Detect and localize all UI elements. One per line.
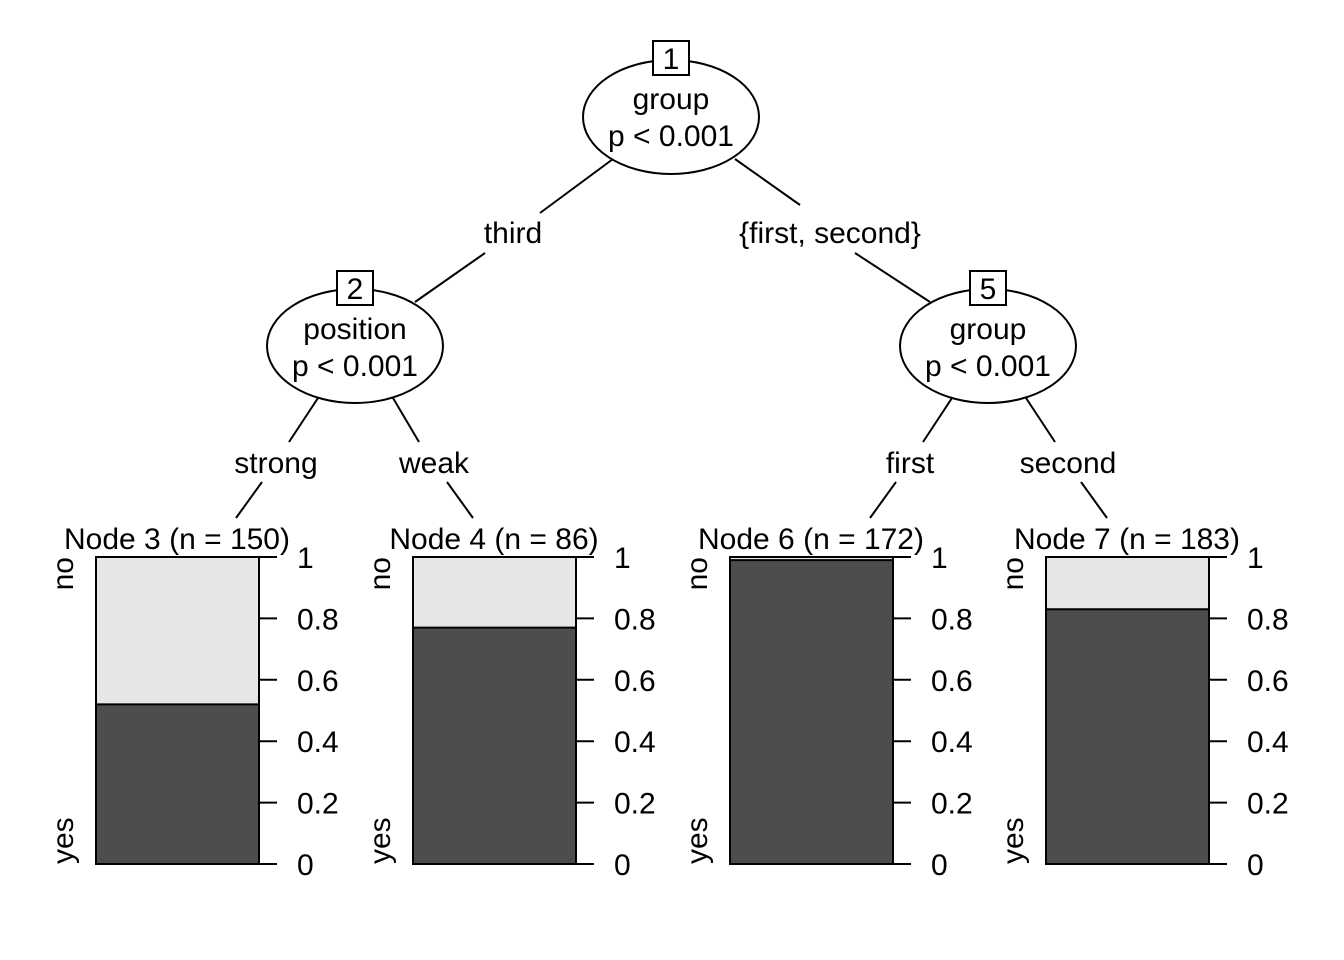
- node-id: 5: [980, 273, 997, 306]
- edge-label-weak: weak: [398, 447, 470, 480]
- y-axis-tick-label: 0: [614, 849, 631, 882]
- edge-label-second: second: [1020, 447, 1117, 480]
- tree-edges: [235, 158, 1108, 519]
- y-axis-tick-label: 0.4: [297, 726, 339, 759]
- y-axis-tick-label: 0.2: [614, 788, 656, 821]
- node-ellipse: [582, 59, 760, 175]
- terminal-node-title: Node 3 (n = 150): [64, 523, 290, 556]
- edge-label-third: third: [484, 217, 542, 250]
- level-label-yes: yes: [681, 817, 714, 864]
- bar-segment-no: [96, 557, 259, 705]
- y-axis-tick-label: 0: [297, 849, 314, 882]
- bar-segment-no: [730, 557, 893, 561]
- y-axis-tick-label: 0.4: [614, 726, 656, 759]
- terminal-node-2: Node 4 (n = 86) 0 0.2 0.4 0.6 0.8 1 no yes: [364, 523, 656, 882]
- terminal-node-1: Node 3 (n = 150) 0 0.2 0.4 0.6 0.8 1 no yes: [47, 523, 339, 882]
- y-axis-tick-label: 0.6: [614, 665, 656, 698]
- terminal-nodes: Node 3 (n = 150)00.20.40.60.81noyesNode …: [47, 523, 1289, 882]
- y-axis-tick-label: 0.2: [1247, 788, 1289, 821]
- level-label-yes: yes: [997, 817, 1030, 864]
- y-axis-tick-label: 1: [931, 542, 948, 575]
- bar-segment-no: [413, 557, 576, 628]
- y-axis-tick-label: 0.8: [1247, 603, 1289, 636]
- terminal-node-title: Node 7 (n = 183): [1014, 523, 1240, 556]
- node-id-box: [336, 270, 374, 306]
- node-id: 1: [663, 43, 680, 76]
- y-axis-tick-label: 0.6: [931, 665, 973, 698]
- edge-label-strong: strong: [234, 447, 317, 480]
- node-p-value: p < 0.001: [292, 350, 418, 383]
- edge-label-first-second: {first, second}: [739, 217, 921, 250]
- bar-segment-yes: [1046, 609, 1209, 864]
- inner-node-1: 1 group p < 0.001: [582, 40, 760, 175]
- inner-node-5: 5 group p < 0.001: [899, 270, 1077, 404]
- y-axis-tick-label: 0: [931, 849, 948, 882]
- level-label-no: no: [47, 557, 80, 590]
- node-variable: position: [303, 313, 406, 346]
- y-axis-tick-label: 0.8: [614, 603, 656, 636]
- y-axis-tick-label: 0.2: [931, 788, 973, 821]
- y-axis-tick-label: 0.8: [931, 603, 973, 636]
- bar-segment-no: [1046, 557, 1209, 610]
- y-axis-tick-label: 0.6: [297, 665, 339, 698]
- terminal-node-3: Node 6 (n = 172) 0 0.2 0.4 0.6 0.8 1 no yes: [681, 523, 973, 882]
- level-label-yes: yes: [364, 817, 397, 864]
- y-axis-tick-label: 1: [297, 542, 314, 575]
- inner-node-2: 2 position p < 0.001: [266, 270, 444, 404]
- y-axis-tick-label: 0.2: [297, 788, 339, 821]
- level-label-no: no: [364, 557, 397, 590]
- y-axis-tick-label: 0.4: [1247, 726, 1289, 759]
- node-id: 2: [347, 273, 364, 306]
- bar-segment-yes: [96, 704, 259, 864]
- node-id-box: [969, 270, 1007, 306]
- edge-labels: third {first, second} strong weak first …: [234, 217, 1116, 480]
- node-p-value: p < 0.001: [925, 350, 1051, 383]
- terminal-node-title: Node 4 (n = 86): [389, 523, 598, 556]
- y-axis-tick-label: 1: [1247, 542, 1264, 575]
- bar-segment-yes: [730, 560, 893, 864]
- terminal-node-4: Node 7 (n = 183) 0 0.2 0.4 0.6 0.8 1 no yes: [997, 523, 1289, 882]
- level-label-no: no: [997, 557, 1030, 590]
- bar-segment-yes: [413, 627, 576, 864]
- edge-label-first: first: [886, 447, 935, 480]
- node-id-box: [652, 40, 690, 76]
- node-variable: group: [633, 83, 710, 116]
- y-axis-tick-label: 0.8: [297, 603, 339, 636]
- level-label-no: no: [681, 557, 714, 590]
- y-axis-tick-label: 0.4: [931, 726, 973, 759]
- node-p-value: p < 0.001: [608, 120, 734, 153]
- level-label-yes: yes: [47, 817, 80, 864]
- y-axis-tick-label: 1: [614, 542, 631, 575]
- y-axis-tick-label: 0.6: [1247, 665, 1289, 698]
- terminal-node-title: Node 6 (n = 172): [698, 523, 924, 556]
- node-ellipse: [899, 288, 1077, 404]
- node-variable: group: [950, 313, 1027, 346]
- node-ellipse: [266, 288, 444, 404]
- y-axis-tick-label: 0: [1247, 849, 1264, 882]
